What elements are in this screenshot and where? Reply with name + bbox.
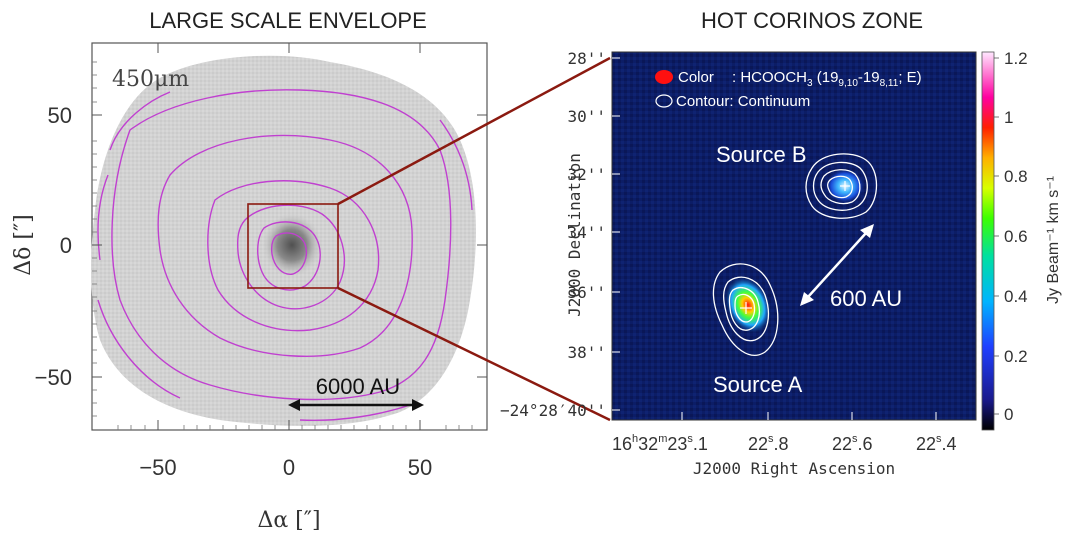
right-y-tick: 32'' (567, 165, 606, 184)
right-panel-title: HOT CORINOS ZONE (701, 8, 923, 33)
left-y-tick: −50 (35, 365, 72, 390)
source-b-label: Source B (716, 142, 807, 167)
colorbar-tick: 0.8 (1004, 167, 1028, 186)
left-scale-bar-label: 6000 AU (316, 374, 400, 399)
right-y-tick: 30'' (567, 107, 606, 126)
envelope-core (262, 213, 322, 277)
source-a-label: Source A (713, 372, 803, 397)
right-y-tick: 34'' (567, 223, 606, 242)
right-x-axis-label: J2000 Right Ascension (693, 459, 895, 478)
colorbar (981, 51, 995, 431)
left-x-tick: −50 (139, 455, 176, 480)
separation-label: 600 AU (830, 286, 902, 311)
source-a-emission (724, 276, 772, 334)
right-x-tick-2: 22s.6 (832, 433, 873, 454)
zoom-connectors (337, 56, 611, 422)
right-y-tick: −24°28′40'' (500, 401, 606, 420)
colorbar-tick: 0.6 (1004, 227, 1028, 246)
right-y-tick: 28'' (567, 49, 606, 68)
colorbar-label: Jy Beam⁻¹ km s⁻¹ (1045, 176, 1062, 304)
legend-color-dot (655, 70, 673, 84)
left-scale-bar (288, 399, 424, 411)
left-x-tick: 0 (283, 455, 295, 480)
separation-arrow (800, 224, 874, 306)
legend-color-label: Color : HCOOCH3 (199,10-198,11; E) (678, 69, 922, 89)
left-panel-title: LARGE SCALE ENVELOPE (149, 8, 427, 33)
colorbar-ticks (994, 57, 999, 415)
right-axis-ticks (612, 57, 937, 420)
left-x-tick: 50 (408, 455, 432, 480)
envelope-contours (97, 89, 473, 422)
continuum-contours (712, 153, 878, 356)
legend-contour-circle (655, 94, 673, 108)
legend-contour-label: Contour: Continuum (676, 93, 810, 110)
right-y-tick: 36'' (567, 283, 606, 302)
left-axis-ticks (92, 43, 487, 430)
colorbar-tick: 1 (1004, 108, 1013, 127)
left-y-axis-label: Δδ [″] (11, 214, 36, 276)
colorbar-tick: 0.4 (1004, 287, 1028, 306)
wavelength-label: 450μm (112, 67, 189, 92)
zoom-box (247, 203, 339, 289)
right-y-tick: 38'' (567, 343, 606, 362)
right-x-tick-3: 22s.4 (916, 433, 957, 454)
left-x-axis-label: Δα [″] (257, 508, 320, 533)
left-y-tick: 0 (60, 233, 72, 258)
right-plot-frame (611, 51, 977, 421)
colorbar-tick: 0 (1004, 405, 1013, 424)
hot-corino-map (612, 52, 976, 420)
right-x-tick-0: 16h32m23s.1 (612, 433, 708, 454)
left-minor-ticks (92, 61, 473, 430)
colorbar-tick: 0.2 (1004, 347, 1028, 366)
left-y-tick: 50 (48, 103, 72, 128)
right-y-axis-label: J2000 Declination (565, 153, 584, 317)
colorbar-tick: 1.2 (1004, 49, 1028, 68)
source-markers (740, 181, 850, 314)
right-x-tick-1: 22s.8 (748, 433, 789, 454)
